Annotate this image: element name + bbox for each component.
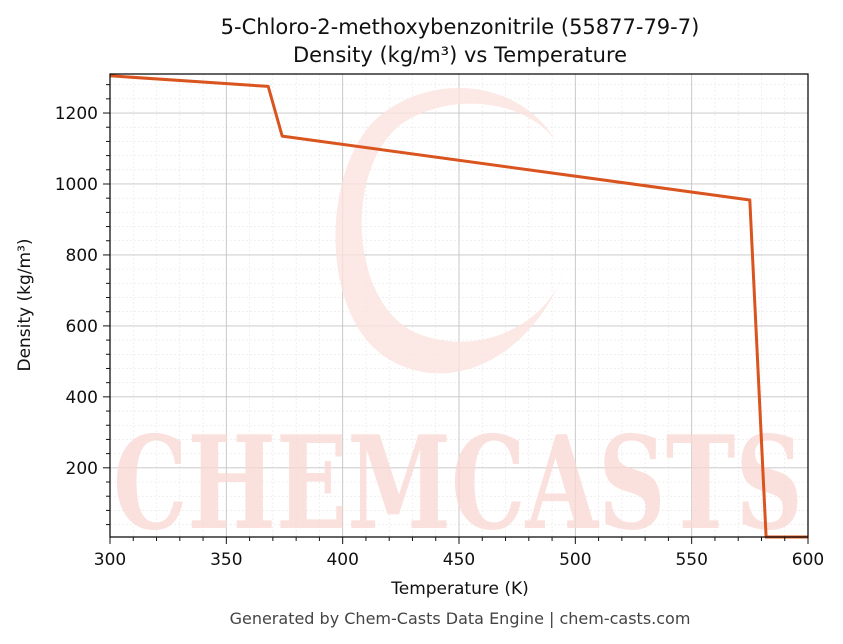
y-tick-label: 1000 [55, 175, 98, 195]
y-tick-label: 800 [66, 246, 98, 266]
chart-title-line1: 5-Chloro-2-methoxybenzonitrile (55877-79… [221, 15, 700, 39]
x-tick-label: 550 [675, 550, 707, 570]
x-tick-label: 350 [210, 550, 242, 570]
x-tick-label: 400 [326, 550, 358, 570]
y-tick-label: 200 [66, 459, 98, 479]
y-axis-label: Density (kg/m³) [15, 238, 35, 371]
chart-title-line2: Density (kg/m³) vs Temperature [293, 43, 627, 67]
x-tick-label: 500 [559, 550, 591, 570]
watermark-text: CHEMCASTS [113, 409, 803, 559]
x-axis-ticks: 300 350 400 450 500 550 600 [94, 537, 824, 570]
chemcasts-watermark: CHEMCASTS [113, 87, 803, 559]
x-tick-label: 300 [94, 550, 126, 570]
y-tick-label: 600 [66, 317, 98, 337]
x-axis-label: Temperature (K) [390, 579, 529, 599]
x-tick-label: 600 [792, 550, 824, 570]
y-tick-label: 400 [66, 388, 98, 408]
y-axis-ticks: 200 400 600 800 1000 1200 [55, 84, 110, 526]
y-tick-label: 1200 [55, 104, 98, 124]
x-tick-label: 450 [443, 550, 475, 570]
footer-credit: Generated by Chem-Casts Data Engine | ch… [230, 609, 691, 628]
